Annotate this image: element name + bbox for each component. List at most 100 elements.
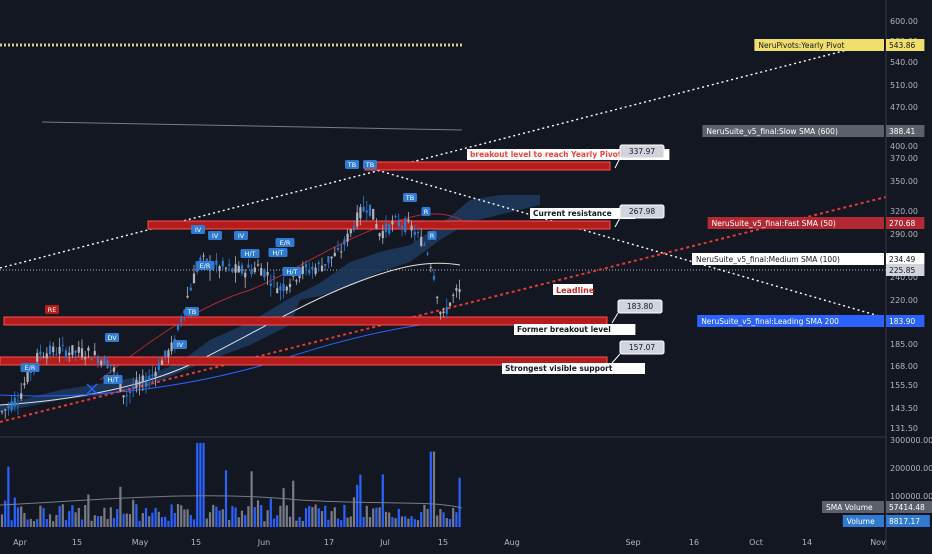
candle	[378, 233, 381, 237]
volume-bar	[439, 509, 442, 527]
volume-bar	[148, 516, 151, 527]
candle	[256, 264, 260, 266]
price-tag	[886, 501, 932, 513]
candle	[80, 348, 84, 358]
pattern-label-bg	[195, 261, 215, 270]
price-tick-label: 540.00	[890, 58, 918, 67]
volume-bar	[205, 518, 208, 527]
candle	[58, 346, 61, 354]
candle	[157, 362, 160, 371]
candle	[61, 344, 64, 346]
volume-bar	[154, 507, 157, 527]
candle	[4, 409, 7, 411]
pattern-label: H/T	[244, 250, 255, 258]
pattern-label-bg	[20, 363, 40, 372]
pattern-label: IV	[238, 232, 245, 240]
candle	[272, 276, 276, 278]
pattern-label: R	[430, 232, 435, 240]
volume-bar	[410, 516, 413, 527]
price-tick-label: 510.00	[890, 81, 918, 90]
candle	[285, 286, 288, 291]
time-tick-label: Aug	[504, 538, 520, 547]
pattern-label-bg	[421, 207, 431, 216]
candle	[404, 218, 407, 233]
candle	[93, 351, 96, 356]
pattern-label-bg	[173, 340, 187, 349]
candle	[295, 280, 298, 282]
candle	[96, 357, 100, 364]
volume-bar	[253, 507, 256, 527]
volume-bar	[407, 518, 410, 527]
candle	[199, 257, 202, 262]
volume-bar	[90, 520, 93, 527]
volume-bar	[100, 516, 103, 527]
candle	[141, 375, 144, 382]
volume-bar	[336, 518, 340, 527]
candle	[391, 220, 394, 225]
volume-bar	[202, 442, 205, 527]
volume-bar	[164, 516, 167, 527]
candle	[346, 233, 349, 242]
volume-bar	[0, 514, 4, 527]
candle	[42, 356, 45, 358]
volume-bar	[87, 494, 90, 527]
price-tick-label: 600.00	[890, 17, 918, 26]
candle	[128, 391, 132, 394]
time-tick-label: 15	[438, 538, 448, 547]
time-axis: Apr 15 May 15 Jun 17 Jul 15 Aug Sep 16 Oct 14 Nov	[13, 538, 886, 547]
pattern-label: E/R	[25, 364, 36, 372]
candle	[442, 311, 445, 314]
candle	[439, 311, 442, 315]
volume-bar	[413, 519, 416, 527]
candle	[336, 248, 340, 250]
candle	[301, 266, 304, 274]
level-callout-pointer	[611, 312, 619, 324]
candle	[106, 360, 109, 368]
time-tick-label: Apr	[13, 538, 28, 547]
candle	[237, 265, 240, 273]
volume-bar	[20, 506, 23, 527]
volume-bar	[151, 512, 154, 527]
volume-bar	[314, 504, 317, 527]
candle	[64, 350, 68, 358]
candle	[375, 223, 378, 229]
price-tag-value: 388.41	[889, 127, 915, 136]
volume-bar	[13, 497, 16, 527]
indicator-tag-label: NeruPivots:Yearly Pivot	[758, 41, 844, 50]
indicator-tag-label: Volume	[847, 517, 875, 526]
volume-bar	[279, 505, 282, 527]
candle	[324, 264, 327, 266]
candle	[224, 267, 228, 269]
candle	[154, 371, 157, 377]
candle	[103, 356, 106, 366]
candle	[340, 251, 343, 253]
candle	[77, 346, 80, 353]
pattern-label-bg	[345, 160, 359, 169]
price-tick-label: 185.00	[890, 340, 918, 349]
volume-bar	[228, 520, 231, 527]
candle	[90, 358, 93, 361]
candle	[71, 345, 74, 355]
medium-sma	[0, 262, 461, 406]
leadline-label: Leadline	[556, 286, 595, 295]
volume-bar	[324, 505, 327, 527]
volume-bar	[112, 518, 116, 527]
volume-bar	[320, 511, 324, 527]
candle	[368, 204, 372, 216]
pattern-labels: RE E/R E/R E/R H/T H/T H/T H/T TB TB TB TB IV IV IV IV D…	[20, 160, 437, 395]
level-callout-pointer	[614, 217, 621, 228]
candle	[407, 219, 410, 222]
candle	[0, 411, 4, 413]
candle	[160, 360, 164, 365]
level-price: 183.80	[627, 302, 653, 311]
volume-bar	[368, 517, 372, 527]
price-tag	[886, 315, 925, 327]
candle	[250, 269, 253, 275]
volume-bar	[77, 507, 80, 527]
price-tick-label: 240.00	[890, 273, 918, 282]
volume-bar	[384, 511, 388, 527]
volume-bar	[378, 507, 381, 527]
volume-bar	[340, 520, 343, 527]
price-tag-value: 234.49	[889, 255, 915, 264]
